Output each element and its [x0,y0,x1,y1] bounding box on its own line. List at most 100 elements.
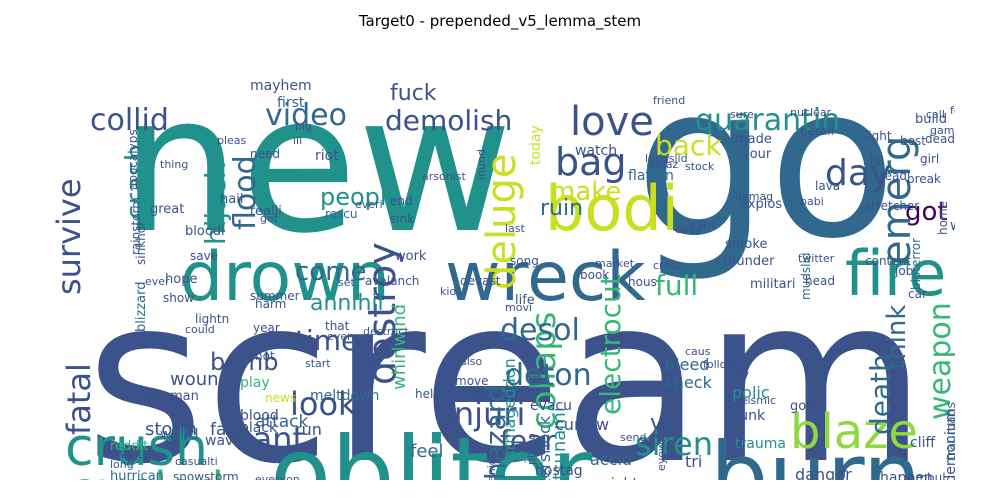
word-realli: realli [250,204,282,219]
word-smoke: smoke [725,237,767,252]
word-want: want [688,218,716,231]
word-burn: burn [710,423,921,480]
word-fan: fan [470,387,488,400]
word-light: light [865,129,892,143]
word-storm: storm [145,419,197,440]
word-ruin: ruin [540,196,583,221]
word-summer: summer [250,289,300,303]
word-job: job [894,264,913,278]
word-trauma: trauma [735,436,786,452]
word-landslid: landslid [645,152,688,165]
word-stock: stock [685,160,715,173]
word-tsunami: tsunami [549,407,570,480]
word-bioterror: bioterror [909,238,923,290]
word-deluge: deluge [479,154,525,290]
word-live: live [145,388,168,403]
word-traumatis: traumatis [944,402,955,460]
word-aftershock: aftershock [535,415,554,480]
word-break: break [907,172,941,186]
word-your: your [742,147,772,162]
word-time: time [295,324,358,357]
word-last: last [505,222,526,235]
word-harm: harm [255,297,286,311]
word-new: new [120,54,513,275]
word-wound: wound [170,369,230,390]
word-emerg: emerg [874,136,920,265]
word-babi: babi [800,195,824,208]
word-photo: photo [525,433,538,465]
word-polic: polic [732,383,770,402]
word-inund: inund [475,149,488,180]
word-devast: devast [460,274,501,288]
word-game: game [930,124,955,137]
word-militari: militari [750,277,796,292]
word-work: work [395,249,427,264]
word-girl: girl [920,152,939,166]
word-black: black [240,420,278,436]
word-ill: ill [293,134,302,147]
word-accid: accid [590,450,632,469]
word-casualti: casualti [175,455,218,468]
word-right: right [605,476,638,480]
word-armageddon: armageddon [500,358,519,460]
word-kid: kid [440,285,456,298]
word-deton: deton [505,358,592,393]
word-bag: bag [555,140,627,184]
word-quarantin: quarantin [695,103,840,138]
word-seismic: seismic [735,394,776,407]
word-back: back [655,129,722,162]
word-attack: attack [255,412,309,432]
word-wreck: wreck [445,238,646,317]
word-pleas: pleas [217,134,247,147]
word-end: end [390,194,413,208]
word-go: go [635,40,897,285]
word-book: book [580,268,609,282]
word-world: world [160,427,199,443]
word-big: big [295,120,312,133]
word-lol: lol [870,154,884,168]
word-year: year [253,321,280,335]
word-god: god [790,399,814,414]
word-riot: riot [315,148,339,164]
word-sunk: sunk [732,408,766,424]
word-say: say [730,368,749,381]
word-blaze: blaze [790,404,918,460]
word-cross: cross [653,259,682,272]
word-video: video [265,98,347,133]
word-set: set [338,276,355,289]
word-head: head [805,274,835,288]
word-avalanch: avalanch [365,274,419,288]
word-save: save [190,249,218,263]
word-whirlwind: whirlwind [389,304,410,390]
word-ever: ever [145,275,170,288]
word-hostag: hostag [535,463,583,479]
word-panick: panick [485,452,498,480]
word-friend: friend [653,94,685,107]
word-apocalyps: apocalyps [126,129,140,190]
word-read: read [880,169,907,183]
word-drown: drown [180,238,390,317]
word-meltdown: meltdown [310,388,379,404]
chart-title: Target0 - prepended_v5_lemma_stem [358,12,642,30]
word-hazard: hazard [479,384,512,480]
word-best: best [900,134,926,148]
word-collaps: collaps [524,311,564,430]
word-everi: everi [355,198,383,211]
word-song: song [510,254,539,268]
word-sure: sure [730,108,754,121]
word-come: come [295,257,367,287]
word-send: send [620,431,646,444]
word-love: love [570,99,654,145]
word-run: run [295,420,322,439]
word-demolish: demolish [385,104,512,137]
word-crush: crush [65,418,208,478]
word-feel: feel [410,441,444,462]
word-news: news [265,391,296,405]
word-hot: hot [255,349,275,363]
word-day: day [825,153,891,194]
word-lava: lava [815,179,840,193]
word-thunder: thunder [723,254,775,269]
word-full: full [655,269,698,302]
word-fire: fire [845,237,946,310]
